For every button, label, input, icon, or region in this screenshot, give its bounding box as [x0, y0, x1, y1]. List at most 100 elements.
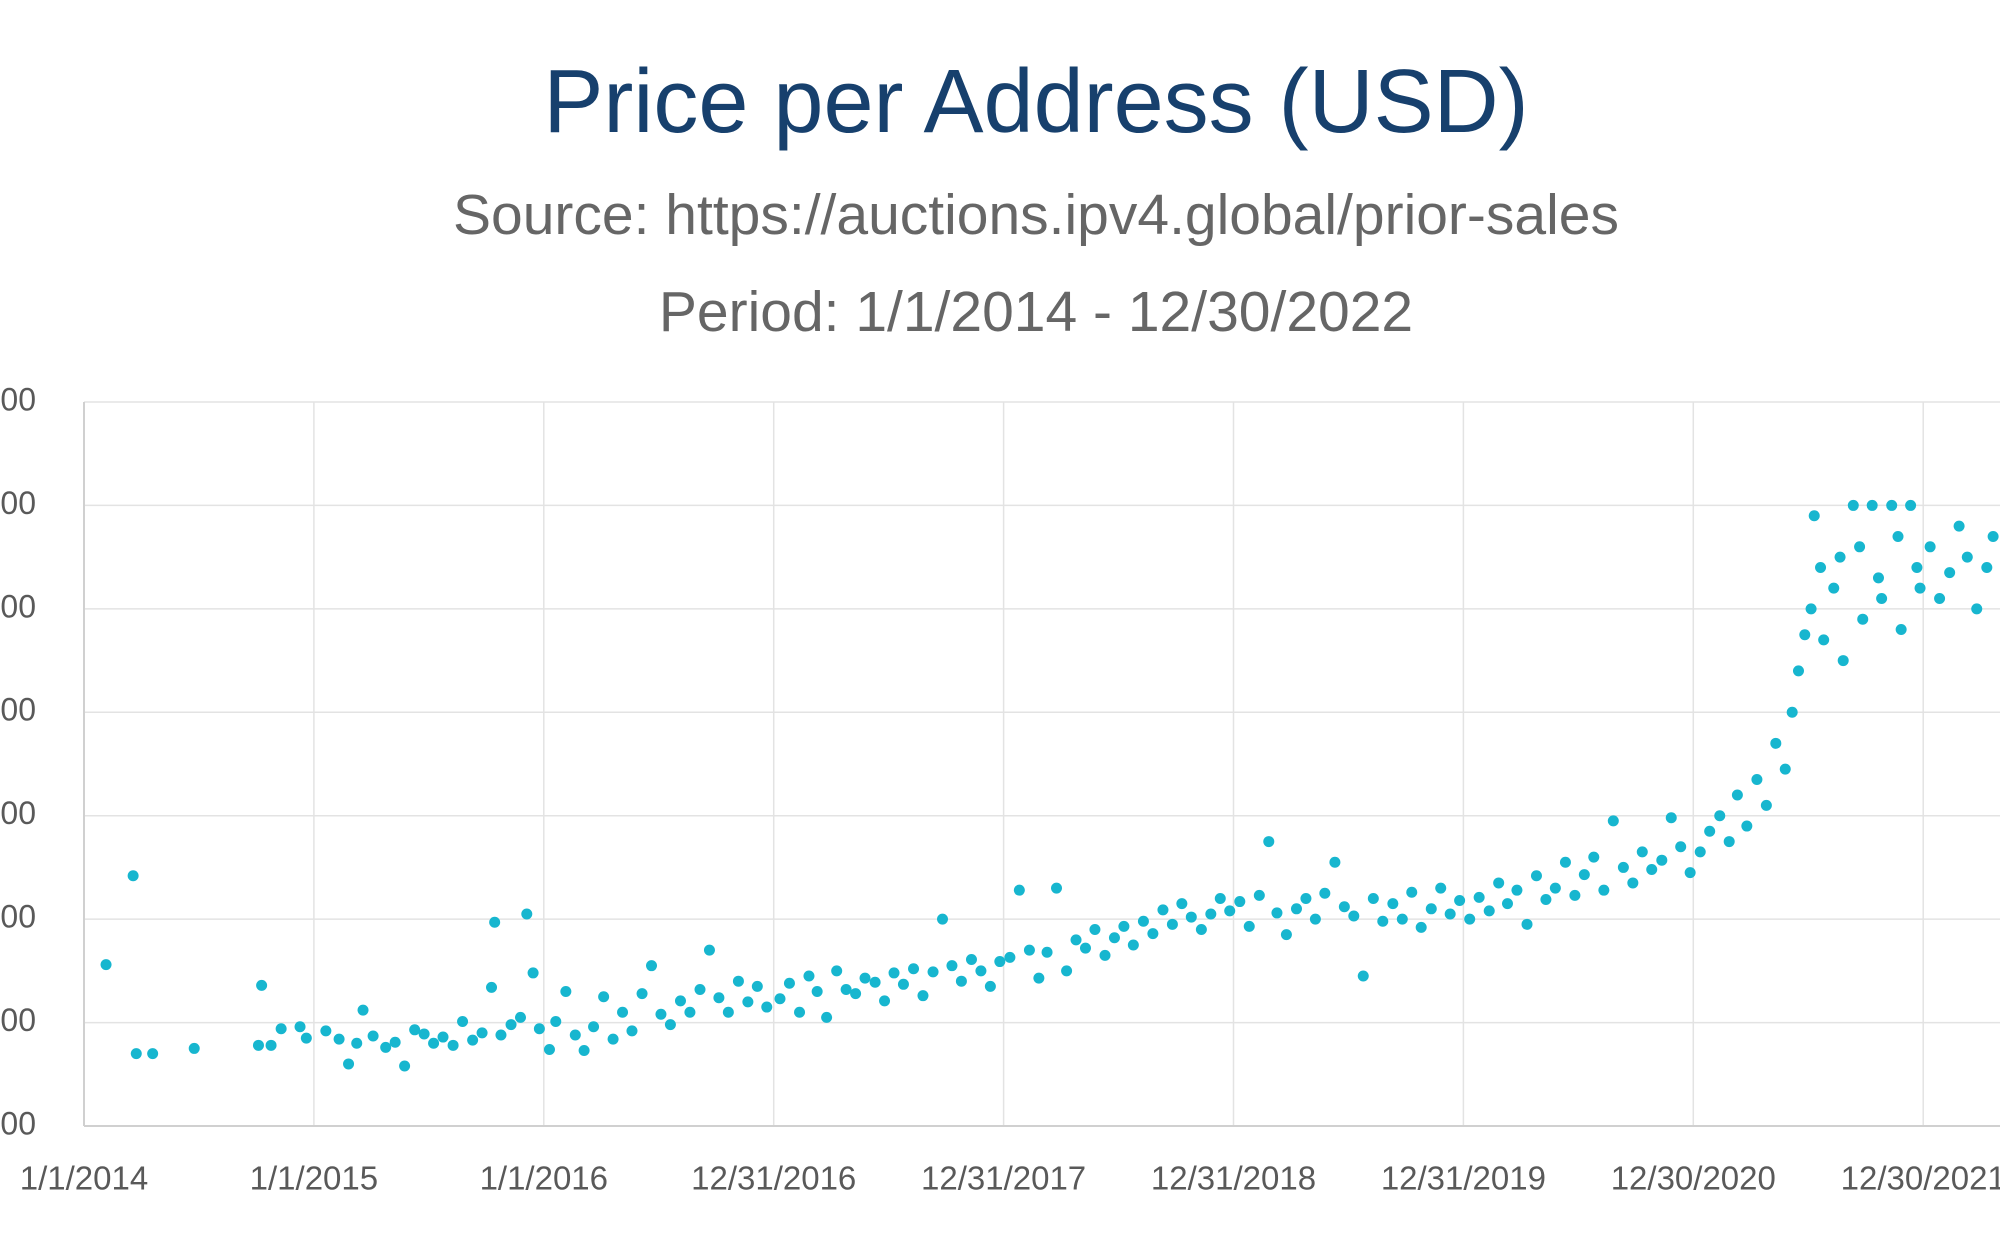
data-point: [389, 1036, 401, 1048]
data-point: [1387, 898, 1399, 910]
data-point: [1636, 846, 1648, 858]
data-point: [367, 1030, 379, 1042]
data-point: [1815, 561, 1827, 573]
data-point: [533, 1023, 545, 1035]
data-point: [655, 1008, 667, 1020]
data-point: [859, 972, 871, 984]
data-point: [1866, 499, 1878, 511]
data-point: [1127, 939, 1139, 951]
data-point: [1473, 891, 1485, 903]
data-point: [188, 1042, 200, 1054]
y-tick-label: $50.00: [0, 588, 36, 624]
data-point: [684, 1006, 696, 1018]
data-point: [1108, 932, 1120, 944]
data-point: [1731, 789, 1743, 801]
data-point: [1684, 867, 1696, 879]
data-point: [1483, 905, 1495, 917]
data-point: [1805, 603, 1817, 615]
data-point: [803, 970, 815, 982]
data-point: [1300, 892, 1312, 904]
data-point: [1051, 882, 1063, 894]
data-point: [147, 1048, 159, 1060]
data-point: [965, 953, 977, 965]
data-point: [428, 1037, 440, 1049]
data-point: [742, 996, 754, 1008]
y-tick-label: $40.00: [0, 692, 36, 728]
data-point: [1569, 889, 1581, 901]
x-tick-label: 12/31/2018: [1151, 1160, 1316, 1197]
data-point: [569, 1029, 581, 1041]
data-point: [1493, 877, 1505, 889]
data-point: [1961, 551, 1973, 563]
data-point: [1627, 877, 1639, 889]
data-point: [1464, 913, 1476, 925]
data-point: [514, 1011, 526, 1023]
data-point: [598, 991, 610, 1003]
data-point: [550, 1016, 562, 1028]
data-point: [751, 980, 763, 992]
data-point: [1444, 908, 1456, 920]
data-point: [674, 995, 686, 1007]
data-point: [1953, 520, 1965, 532]
data-point: [357, 1004, 369, 1016]
data-point: [1876, 593, 1888, 605]
data-point: [821, 1011, 833, 1023]
data-point: [1770, 737, 1782, 749]
data-point: [1617, 861, 1629, 873]
x-tick-label: 12/31/2019: [1381, 1160, 1546, 1197]
data-point: [1714, 810, 1726, 822]
data-point: [521, 908, 533, 920]
data-point: [713, 992, 725, 1004]
data-point: [1501, 898, 1513, 910]
data-point: [1290, 903, 1302, 915]
data-point: [1079, 942, 1091, 954]
data-point: [1987, 530, 1999, 542]
data-point: [1799, 629, 1811, 641]
data-point: [975, 965, 987, 977]
data-point: [1406, 886, 1418, 898]
data-point: [489, 916, 501, 928]
data-point: [1559, 856, 1571, 868]
data-point: [1723, 836, 1735, 848]
data-point: [300, 1032, 312, 1044]
x-tick-label: 12/31/2016: [691, 1160, 856, 1197]
data-point: [1521, 918, 1533, 930]
data-point: [343, 1058, 355, 1070]
data-point: [761, 1001, 773, 1013]
data-point: [578, 1044, 590, 1056]
data-point: [1751, 774, 1763, 786]
x-tick-label: 1/1/2015: [250, 1160, 378, 1197]
data-point: [1013, 884, 1025, 896]
data-point: [1253, 889, 1265, 901]
data-point: [1694, 846, 1706, 858]
data-point: [1137, 915, 1149, 927]
data-point: [937, 913, 949, 925]
data-point: [1886, 499, 1898, 511]
y-tick-label: $10.00: [0, 1002, 36, 1038]
data-point: [1004, 951, 1016, 963]
data-point: [351, 1037, 363, 1049]
data-point: [1914, 582, 1926, 594]
data-point: [1415, 921, 1427, 933]
data-point: [1872, 572, 1884, 584]
data-point: [486, 981, 498, 993]
data-point: [1176, 898, 1188, 910]
data-point: [1263, 836, 1275, 848]
data-point: [1981, 561, 1993, 573]
data-point: [1195, 923, 1207, 935]
data-point: [1243, 920, 1255, 932]
data-point: [265, 1039, 277, 1051]
data-point: [1828, 582, 1840, 594]
data-point: [1224, 905, 1236, 917]
data-point: [1118, 920, 1130, 932]
data-point: [409, 1024, 421, 1036]
data-point: [457, 1016, 469, 1028]
data-point: [879, 995, 891, 1007]
data-point: [560, 986, 572, 998]
data-point: [1665, 812, 1677, 824]
data-point: [527, 967, 539, 979]
data-point: [256, 979, 268, 991]
data-point: [1779, 763, 1791, 775]
data-point: [1070, 934, 1082, 946]
data-point: [1847, 499, 1859, 511]
